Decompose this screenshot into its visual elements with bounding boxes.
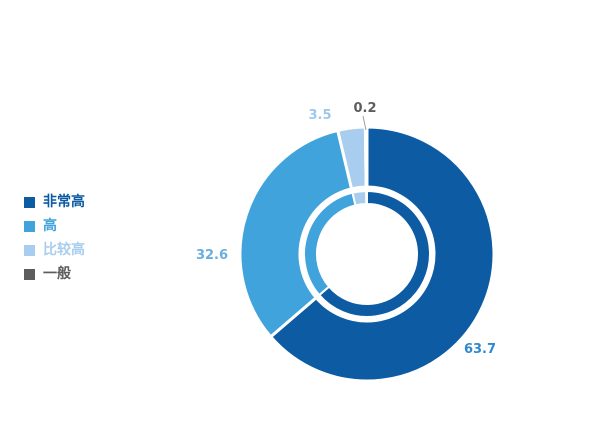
data-labels: 63.7 32.6 3.5 0.2 — [196, 101, 496, 357]
legend-label: 非常高 — [43, 194, 85, 210]
data-label-average: 0.2 — [353, 101, 376, 116]
legend-label: 比较高 — [43, 242, 85, 258]
outer-slice-very-high — [268, 125, 496, 383]
inner-slice-very-high — [317, 189, 431, 318]
legend-label: 高 — [43, 218, 57, 234]
legend-swatch — [24, 269, 35, 280]
data-label-fairly-high: 3.5 — [308, 108, 331, 123]
inner-ring — [303, 189, 431, 318]
inner-slice-fairly-high — [351, 189, 368, 207]
leader-line-average — [362, 115, 367, 131]
legend-label: 一般 — [43, 266, 71, 282]
legend-swatch — [24, 221, 35, 232]
leader-lines — [362, 115, 367, 131]
legend-item-high: 高 — [24, 218, 85, 235]
outer-slice-high — [238, 128, 354, 339]
data-label-very-high: 63.7 — [464, 342, 496, 357]
legend-item-very-high: 非常高 — [24, 194, 85, 211]
legend-item-average: 一般 — [24, 266, 85, 283]
inner-slice-average — [365, 189, 368, 206]
legend-swatch — [24, 197, 35, 208]
outer-slice-average — [363, 125, 369, 189]
legend-item-fairly-high: 比较高 — [24, 242, 85, 259]
data-label-high: 32.6 — [196, 248, 228, 263]
legend: 非常高 高 比较高 一般 — [24, 194, 85, 283]
legend-swatch — [24, 245, 35, 256]
outer-ring — [238, 125, 496, 383]
